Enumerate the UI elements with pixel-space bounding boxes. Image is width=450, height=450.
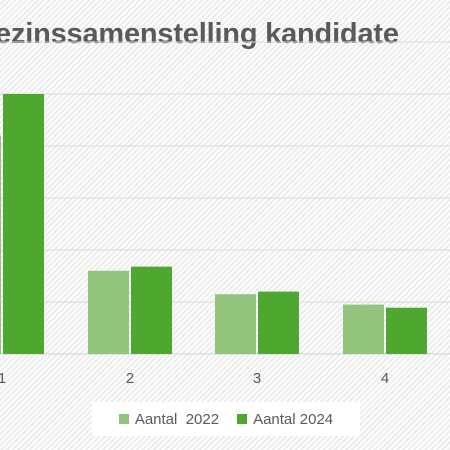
chart-title: ezinssamenstelling kandidate	[0, 18, 399, 50]
bar-series-1-cat-3	[215, 294, 256, 354]
x-tick-label: 4	[381, 370, 389, 387]
bar-series-1-cat-2	[88, 270, 129, 354]
bar-series-1-cat-1	[0, 135, 1, 354]
x-tick-label: 1	[0, 370, 6, 387]
bar-series-2-cat-3	[258, 291, 299, 354]
legend-swatch-2024	[237, 414, 248, 424]
legend-item-2022: Aantal 2022	[118, 410, 220, 428]
legend-label-2024: Aantal 2024	[253, 410, 334, 428]
x-tick-label: 2	[126, 370, 134, 387]
legend-swatch-2022	[118, 414, 129, 424]
bar-series-1-cat-4	[343, 304, 384, 354]
legend-label-2022: Aantal 2022	[134, 410, 220, 428]
x-tick-label: 3	[253, 370, 261, 387]
legend: Aantal 2022 Aantal 2024	[92, 402, 360, 436]
legend-item-2024: Aantal 2024	[237, 411, 333, 428]
bar-series-2-cat-2	[131, 266, 172, 354]
bar-series-2-cat-1	[3, 94, 44, 354]
bar-series-2-cat-4	[386, 307, 427, 354]
